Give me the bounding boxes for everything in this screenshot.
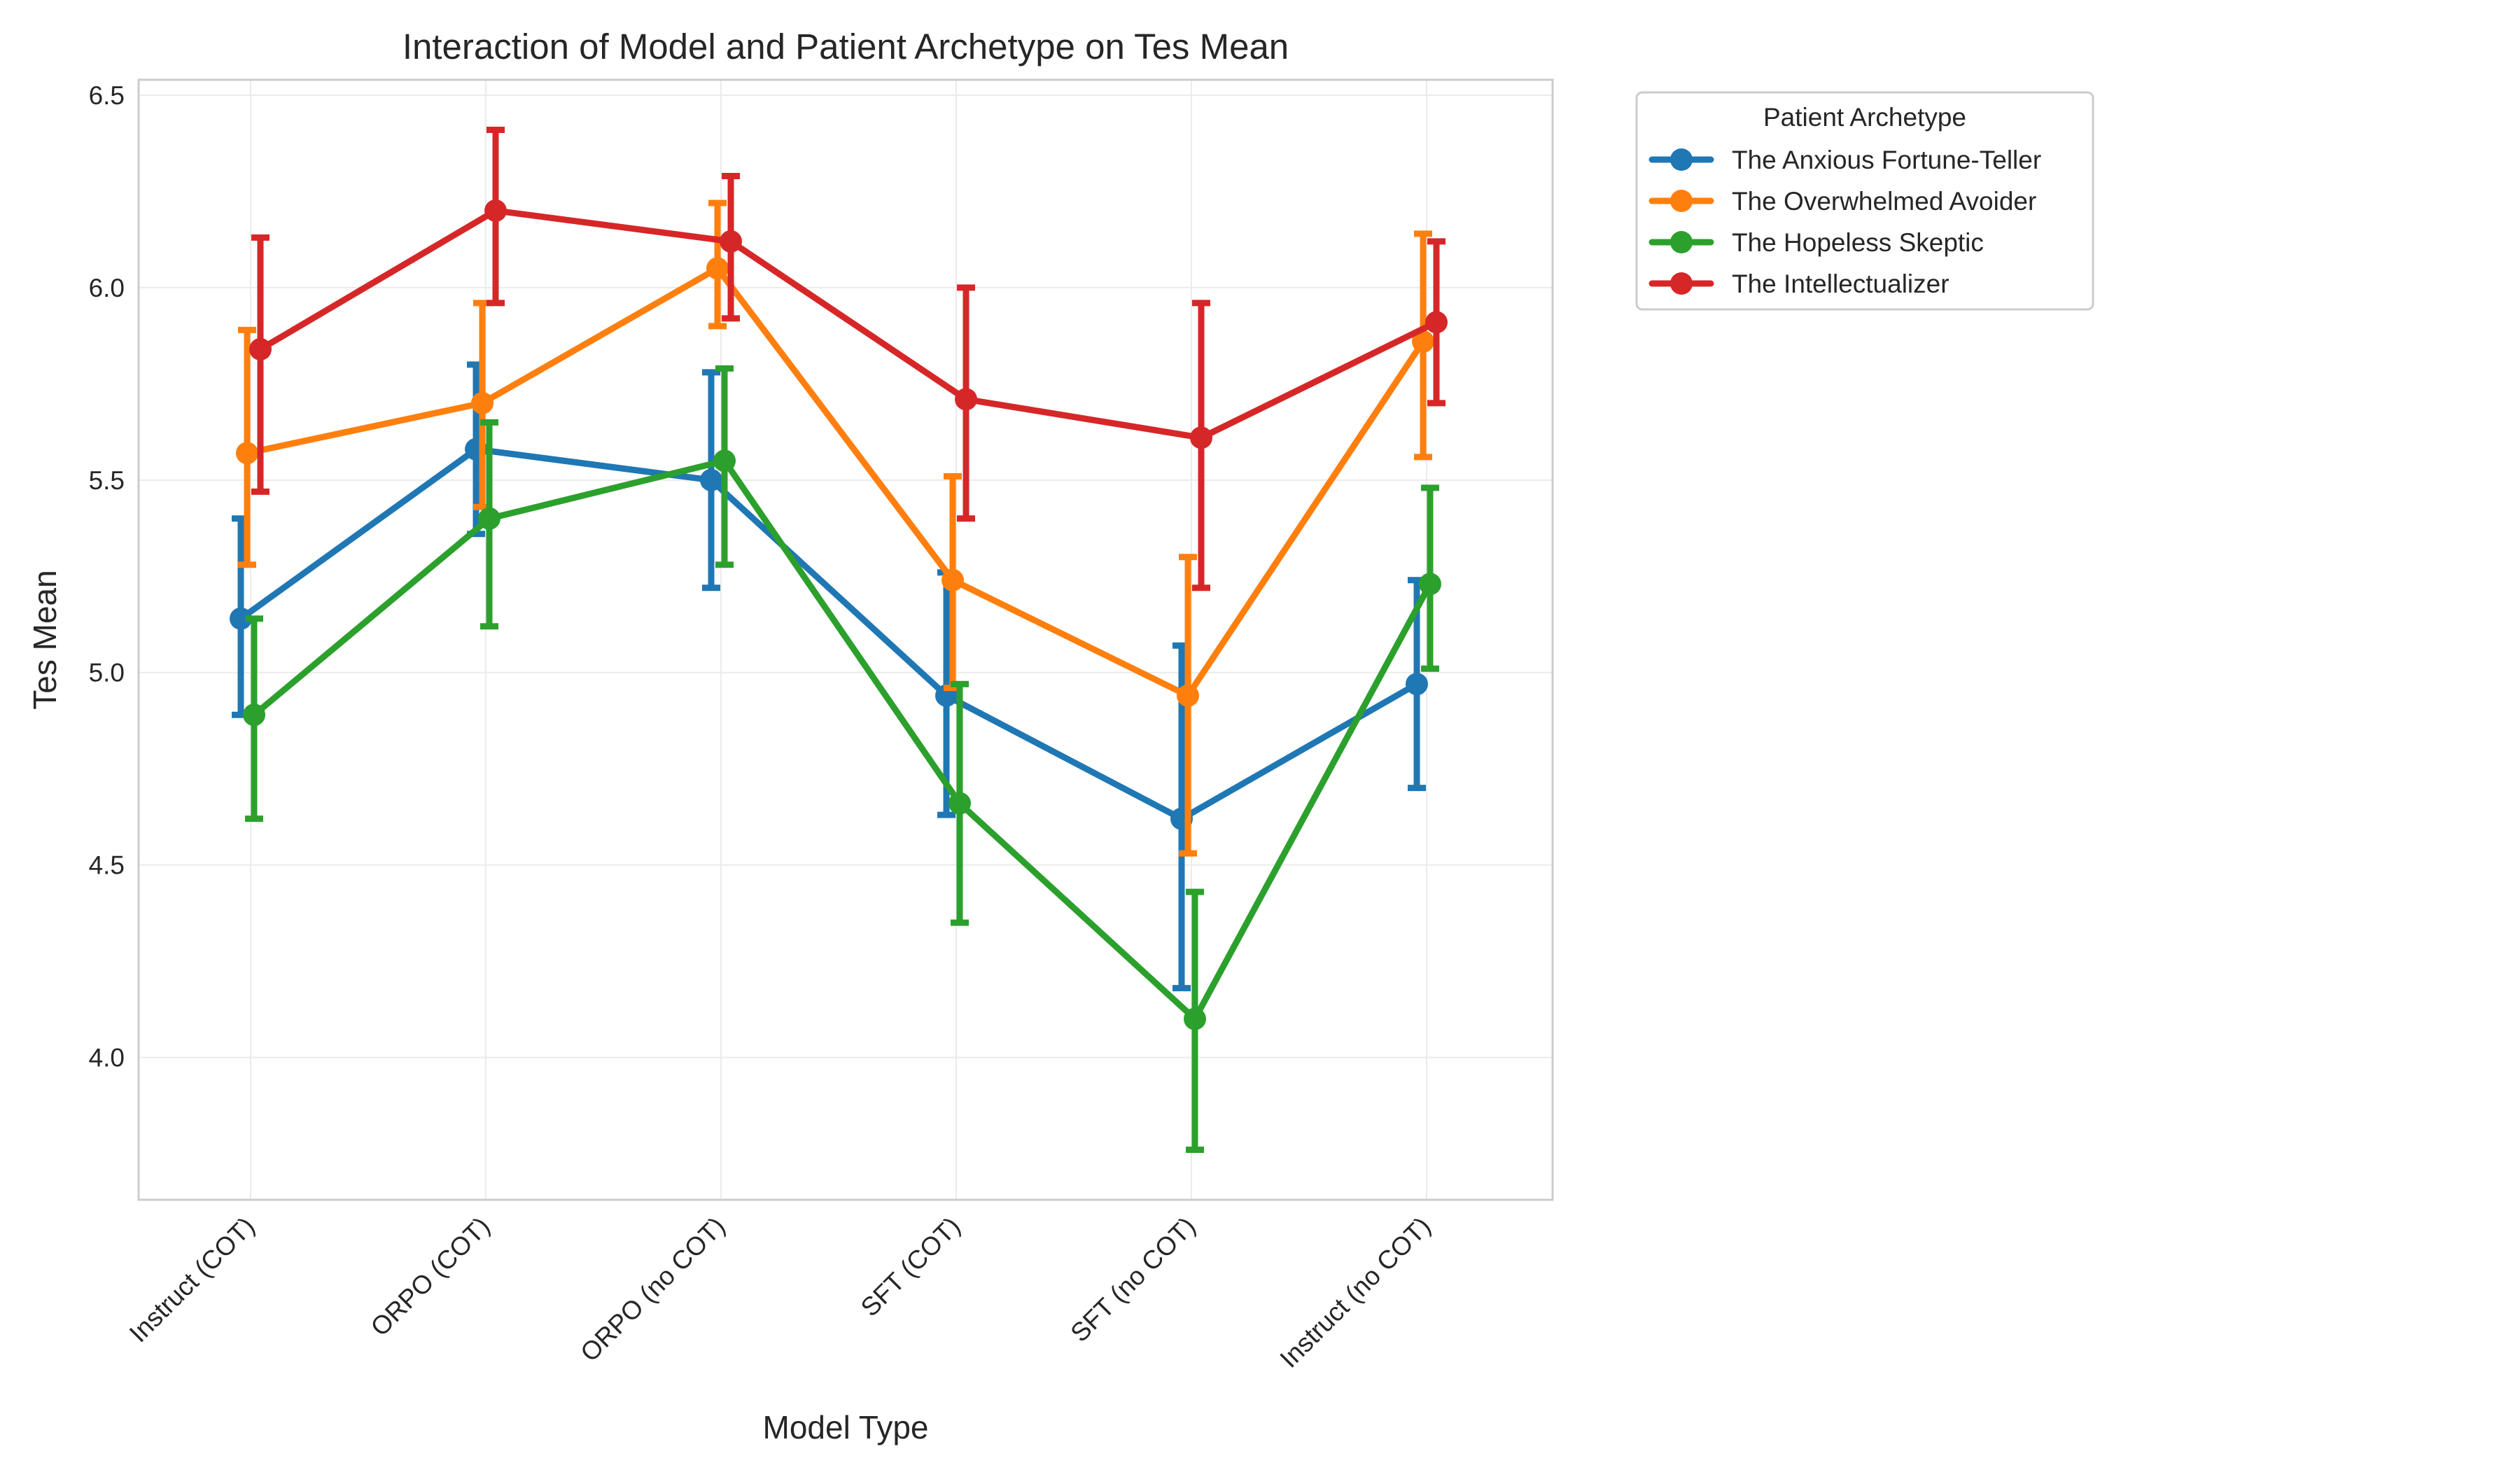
data-point	[478, 507, 500, 530]
y-tick-label: 5.0	[89, 659, 125, 687]
data-point	[1190, 426, 1212, 449]
data-point	[948, 792, 971, 815]
plot-frame	[137, 78, 1554, 1201]
legend-label: The Anxious Fortune-Teller	[1732, 146, 2041, 174]
data-point	[700, 468, 722, 491]
legend-entries: The Anxious Fortune-Teller The Overwhelme…	[1648, 146, 2041, 298]
data-point	[230, 607, 252, 630]
chart-title: Interaction of Model and Patient Archety…	[402, 27, 1289, 66]
data-point	[955, 388, 977, 411]
legend-title: Patient Archetype	[1763, 103, 1966, 132]
data-point	[1425, 311, 1448, 334]
series-line	[244, 265, 1427, 699]
legend-label: The Overwhelmed Avoider	[1732, 187, 2036, 216]
data-point	[1406, 673, 1428, 696]
y-tick-label: 4.0	[89, 1044, 125, 1072]
series-line	[251, 457, 1434, 1023]
data-point	[706, 257, 729, 280]
x-axis-label: Model Type	[763, 1409, 929, 1446]
data-point	[1412, 330, 1434, 353]
series-4	[249, 126, 1448, 592]
series-line	[257, 207, 1440, 441]
legend-marker	[1670, 148, 1693, 171]
legend-label: The Intellectualizer	[1732, 270, 1949, 298]
y-tick-label: 5.5	[89, 466, 125, 495]
y-axis-ticks: 4.0 4.5 5.0 5.5 6.0 6.5	[89, 81, 125, 1072]
legend: Patient Archetype The Anxious Fortune-Te…	[1635, 91, 2094, 311]
data-point	[249, 337, 272, 360]
series-line	[237, 446, 1420, 822]
series-2	[236, 200, 1434, 857]
legend-marker	[1670, 272, 1693, 295]
data-point	[1184, 1007, 1206, 1030]
data-point	[713, 449, 736, 472]
data-point	[243, 704, 265, 727]
legend-marker	[1670, 190, 1693, 212]
grid	[139, 80, 1553, 1200]
data-point	[484, 199, 507, 222]
data-point	[236, 442, 258, 465]
legend-marker	[1670, 231, 1693, 253]
y-tick-label: 6.5	[89, 81, 125, 110]
data-point	[471, 391, 493, 414]
y-tick-label: 6.0	[89, 274, 125, 302]
data-point	[1419, 573, 1441, 596]
data-point	[1177, 684, 1199, 707]
data-point	[720, 230, 742, 253]
series-group	[230, 126, 1448, 1154]
data-point	[941, 568, 964, 592]
y-axis-label: Tes Mean	[27, 570, 63, 709]
series-3	[243, 365, 1441, 1154]
y-tick-label: 4.5	[89, 851, 125, 880]
legend-box	[1635, 91, 2094, 311]
legend-label: The Hopeless Skeptic	[1732, 228, 1984, 257]
